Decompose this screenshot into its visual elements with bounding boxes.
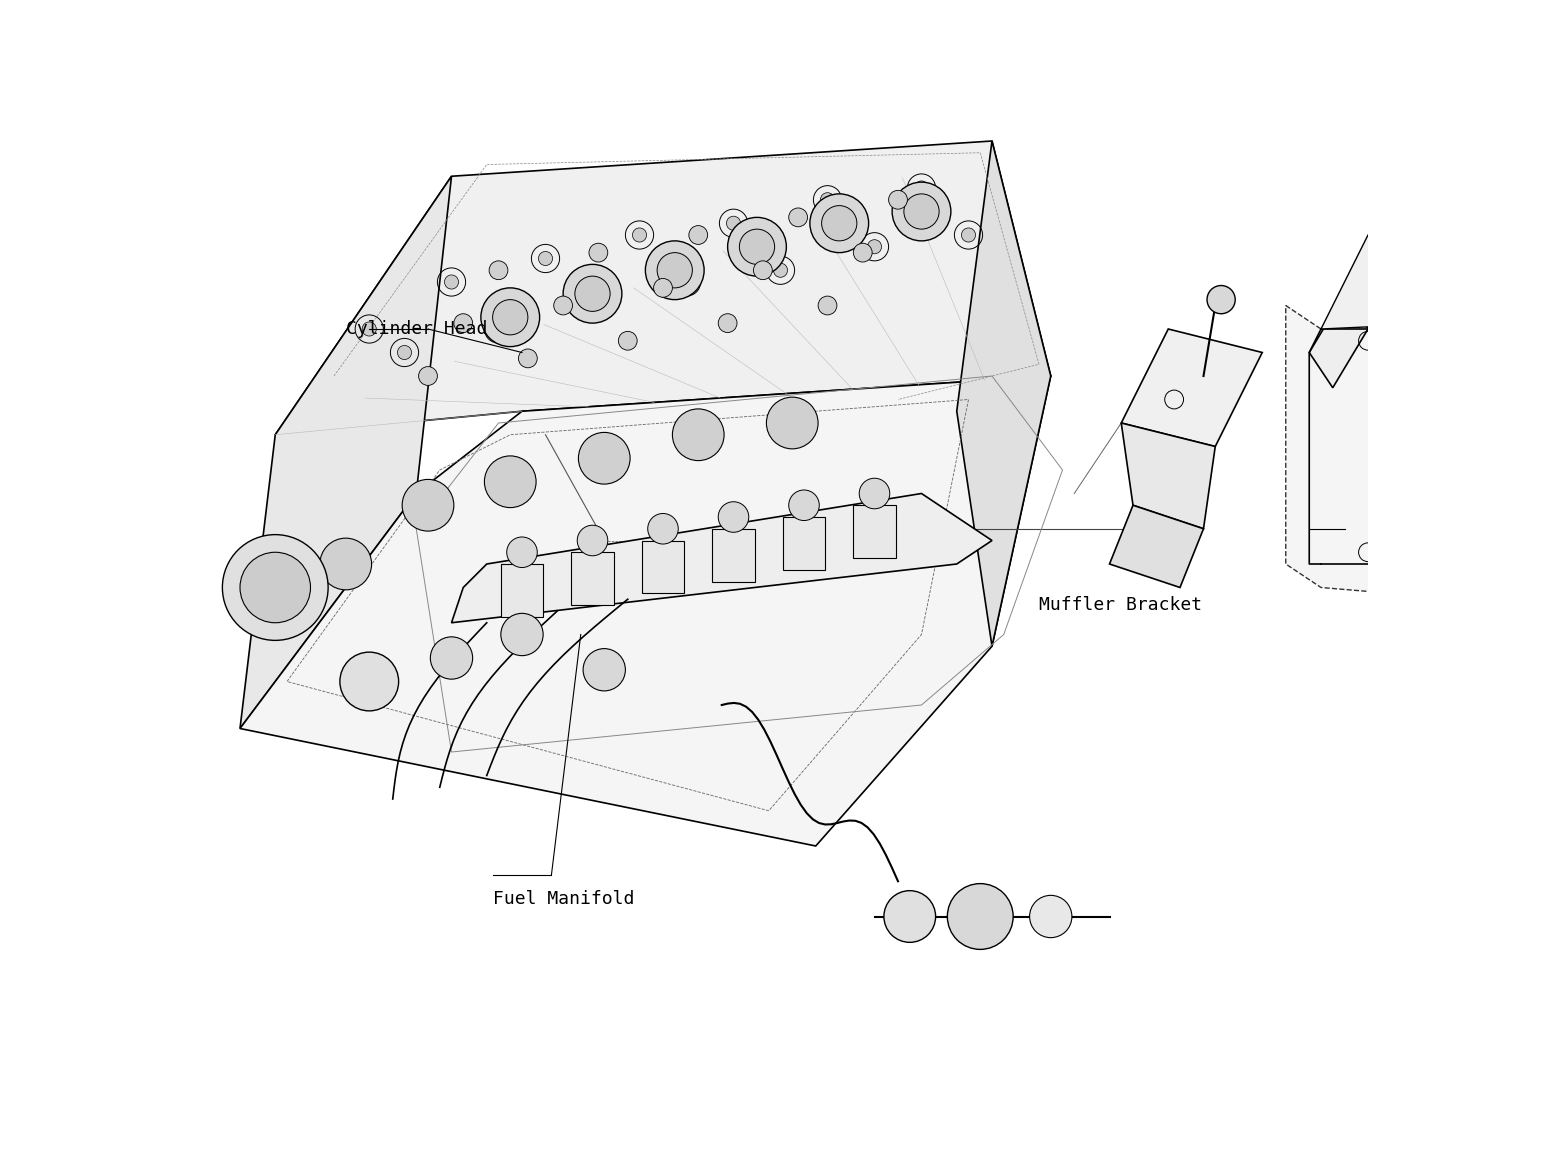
- Circle shape: [492, 322, 506, 336]
- Circle shape: [645, 241, 704, 300]
- Circle shape: [648, 513, 679, 544]
- Polygon shape: [1121, 423, 1216, 529]
- Circle shape: [673, 409, 724, 461]
- Circle shape: [539, 251, 553, 266]
- Circle shape: [632, 228, 646, 242]
- Circle shape: [1207, 286, 1235, 314]
- Circle shape: [518, 349, 537, 368]
- Polygon shape: [451, 494, 991, 623]
- Circle shape: [588, 243, 607, 262]
- Circle shape: [818, 296, 837, 315]
- Circle shape: [362, 322, 376, 336]
- Circle shape: [679, 275, 693, 289]
- Text: Muffler Bracket: Muffler Bracket: [1040, 596, 1202, 615]
- Circle shape: [788, 208, 807, 227]
- Polygon shape: [240, 376, 1051, 846]
- Circle shape: [859, 478, 890, 509]
- Circle shape: [888, 190, 907, 209]
- Circle shape: [948, 884, 1013, 949]
- Circle shape: [904, 194, 940, 229]
- Polygon shape: [1121, 329, 1263, 446]
- Circle shape: [340, 652, 398, 711]
- Circle shape: [564, 264, 621, 323]
- Circle shape: [507, 537, 537, 568]
- Circle shape: [740, 229, 774, 264]
- Circle shape: [868, 240, 882, 254]
- Circle shape: [222, 535, 328, 640]
- Polygon shape: [854, 505, 896, 558]
- Circle shape: [718, 314, 737, 333]
- Circle shape: [554, 296, 573, 315]
- Polygon shape: [501, 564, 543, 617]
- Circle shape: [585, 298, 599, 313]
- Circle shape: [454, 314, 473, 333]
- Text: Fuel Manifold: Fuel Manifold: [493, 889, 634, 908]
- Circle shape: [962, 228, 976, 242]
- Circle shape: [657, 253, 693, 288]
- Polygon shape: [1110, 505, 1204, 588]
- Polygon shape: [571, 552, 613, 605]
- Circle shape: [578, 525, 607, 556]
- Circle shape: [854, 243, 873, 262]
- Circle shape: [484, 456, 535, 508]
- Circle shape: [766, 397, 818, 449]
- Circle shape: [1030, 895, 1072, 938]
- Circle shape: [574, 276, 610, 311]
- Circle shape: [726, 216, 740, 230]
- Circle shape: [431, 637, 473, 679]
- Circle shape: [240, 552, 311, 623]
- Circle shape: [718, 502, 749, 532]
- Polygon shape: [642, 540, 684, 593]
- Circle shape: [398, 345, 412, 360]
- Circle shape: [403, 479, 454, 531]
- Circle shape: [320, 538, 372, 590]
- Circle shape: [893, 182, 951, 241]
- Polygon shape: [1286, 306, 1561, 611]
- Polygon shape: [957, 141, 1051, 646]
- Circle shape: [493, 300, 528, 335]
- Polygon shape: [275, 141, 1051, 435]
- Polygon shape: [712, 529, 754, 582]
- Circle shape: [727, 217, 787, 276]
- Circle shape: [481, 288, 540, 347]
- Circle shape: [501, 613, 543, 656]
- Polygon shape: [240, 176, 451, 728]
- Circle shape: [884, 891, 935, 942]
- Polygon shape: [1310, 294, 1367, 388]
- Circle shape: [754, 261, 773, 280]
- Circle shape: [579, 432, 631, 484]
- Circle shape: [688, 226, 707, 244]
- Circle shape: [445, 275, 459, 289]
- Circle shape: [654, 278, 673, 297]
- Text: Cylinder Head: Cylinder Head: [345, 320, 487, 338]
- Circle shape: [788, 490, 820, 521]
- Polygon shape: [784, 517, 826, 570]
- Circle shape: [915, 181, 929, 195]
- Circle shape: [418, 367, 437, 385]
- Circle shape: [489, 261, 507, 280]
- Circle shape: [821, 206, 857, 241]
- Circle shape: [584, 649, 626, 691]
- Circle shape: [618, 331, 637, 350]
- Circle shape: [810, 194, 868, 253]
- Circle shape: [821, 193, 835, 207]
- Polygon shape: [1321, 212, 1561, 329]
- Circle shape: [773, 263, 788, 277]
